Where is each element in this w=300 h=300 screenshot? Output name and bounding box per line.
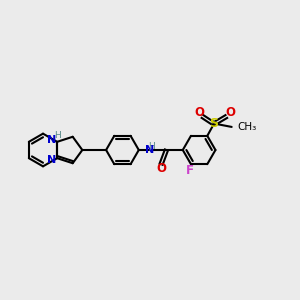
Text: N: N [47, 155, 56, 165]
Text: N: N [146, 145, 155, 155]
Text: S: S [209, 118, 218, 130]
Text: F: F [186, 164, 194, 177]
Text: O: O [225, 106, 235, 119]
Text: N: N [47, 135, 56, 145]
Text: O: O [194, 106, 204, 119]
Text: O: O [156, 162, 166, 175]
Text: H: H [148, 142, 154, 151]
Text: CH₃: CH₃ [237, 122, 256, 132]
Text: H: H [54, 131, 61, 140]
